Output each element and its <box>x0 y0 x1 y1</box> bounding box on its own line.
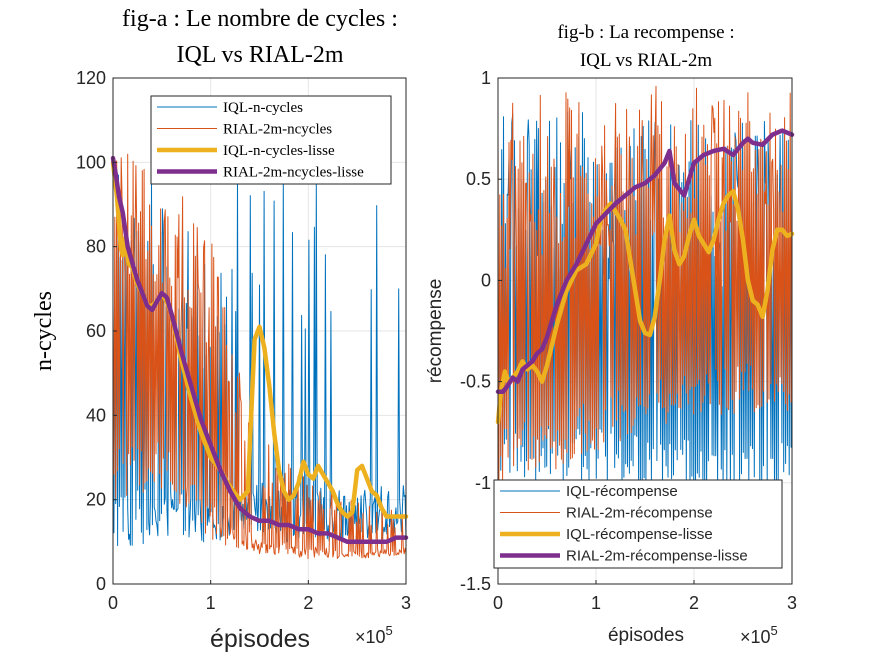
series-line-RIAL-2m-ncycles-lisse <box>110 155 409 545</box>
chart-b: 0 1 2 3 -1.5 -1 -0.5 0 0.5 1 fig-b : La recompens… <box>425 22 797 647</box>
y-tick-label: 40 <box>86 405 106 425</box>
legend-entry: IQL-récompense-lisse <box>566 526 713 543</box>
y-tick-label: -1.5 <box>460 574 491 594</box>
y-tick-label: -1 <box>475 473 491 493</box>
x-tick-label: 0 <box>108 593 118 613</box>
chart-b-title-line2: IQL vs RIAL-2m <box>580 50 712 71</box>
chart-b-ylabel: récompense <box>425 279 446 384</box>
y-tick-label: -0.5 <box>460 372 491 392</box>
chart-b-ticks: 0 1 2 3 -1.5 -1 -0.5 0 0.5 1 <box>460 68 797 613</box>
chart-b-x-exponent: ×105 <box>740 623 778 647</box>
chart-a-xlabel: épisodes <box>210 625 310 653</box>
y-tick-label: 0.5 <box>466 169 491 189</box>
chart-a-x-exponent: ×105 <box>355 623 393 647</box>
chart-a-title-line1: fig-a : Le nombre de cycles : <box>122 6 398 32</box>
y-tick-label: 100 <box>76 152 106 172</box>
legend-entry: RIAL-2m-récompense <box>566 505 713 522</box>
legend-entry: IQL-n-cycles-lisse <box>223 143 335 159</box>
chart-b-series <box>495 85 795 494</box>
y-tick-label: 20 <box>86 490 106 510</box>
legend-entry: RIAL-2m-ncycles <box>223 122 332 138</box>
legend-entry: IQL-n-cycles <box>223 100 303 116</box>
y-tick-label: 0 <box>481 270 491 290</box>
x-tick-label: 2 <box>689 593 699 613</box>
x-tick-label: 2 <box>303 593 313 613</box>
chart-a-title-line2: IQL vs RIAL-2m <box>176 42 343 68</box>
y-tick-label: 120 <box>76 68 106 88</box>
legend-entry: IQL-récompense <box>566 483 678 500</box>
y-tick-label: 1 <box>481 68 491 88</box>
y-tick-label: 80 <box>86 237 106 257</box>
chart-a-ylabel: n-cycles <box>31 291 57 371</box>
chart-a: 0 1 2 3 0 20 40 60 80 100 120 fig-a : Le nombre de… <box>31 6 411 653</box>
chart-b-title-line1: fig-b : La recompense : <box>557 22 734 43</box>
chart-b-legend: IQL-récompense RIAL-2m-récompense IQL-réco… <box>493 479 783 569</box>
chart-a-legend: IQL-n-cycles RIAL-2m-ncycles IQL-n-cycles-… <box>150 95 392 185</box>
chart-b-xlabel: épisodes <box>608 625 684 646</box>
y-tick-label: 60 <box>86 321 106 341</box>
legend-entry: RIAL-2m-récompense-lisse <box>566 548 748 565</box>
chart-a-ticks: 0 1 2 3 0 20 40 60 80 100 120 <box>76 68 411 613</box>
chart-a-series <box>110 153 409 560</box>
x-tick-label: 1 <box>591 593 601 613</box>
y-tick-label: 0 <box>96 574 106 594</box>
series-line-IQL-récompense-lisse <box>495 189 795 425</box>
series-line-RIAL-2m-récompense-lisse <box>495 128 795 394</box>
x-tick-label: 3 <box>401 593 411 613</box>
x-tick-label: 0 <box>493 593 503 613</box>
x-tick-label: 1 <box>206 593 216 613</box>
legend-entry: RIAL-2m-ncycles-lisse <box>223 165 364 181</box>
x-tick-label: 3 <box>787 593 797 613</box>
chart-b-axes-box <box>497 77 793 585</box>
